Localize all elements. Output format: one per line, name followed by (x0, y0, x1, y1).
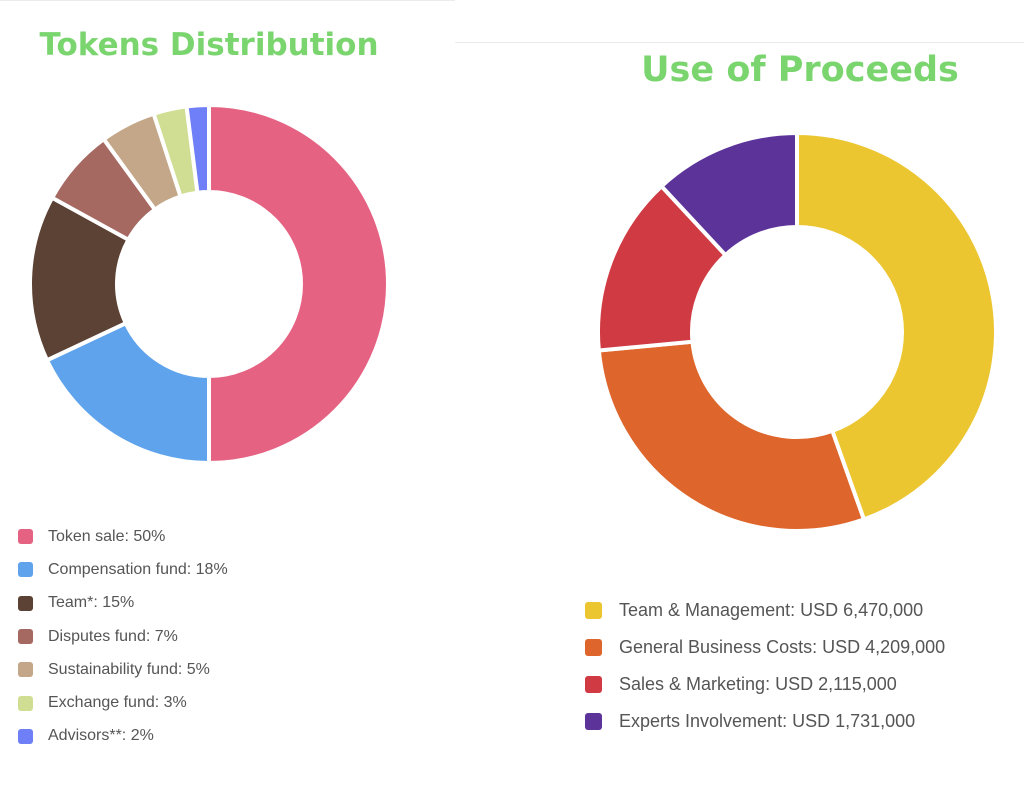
legend-label: Team*: 15% (48, 594, 135, 612)
legend-swatch (585, 676, 602, 693)
legend-label: Exchange fund: 3% (48, 694, 187, 712)
legend-swatch (585, 602, 602, 619)
tokens-distribution-panel: Tokens Distribution Token sale: 50% Comp… (0, 0, 455, 787)
legend-label: Compensation fund: 18% (48, 560, 228, 578)
slice-general-business-costs[interactable] (597, 339, 867, 532)
slice-compensation-fund[interactable] (44, 320, 211, 464)
legend-item-compensation-fund[interactable]: Compensation fund: 18% (18, 553, 228, 586)
legend-item-experts-involvement[interactable]: Experts Involvement: USD 1,731,000 (585, 703, 945, 740)
legend-swatch (18, 662, 33, 678)
legend-swatch (18, 562, 33, 578)
legend-swatch (18, 595, 33, 611)
tokens-distribution-title: Tokens Distribution (39, 27, 379, 63)
legend-swatch (18, 529, 33, 545)
legend-swatch (18, 629, 33, 645)
legend-item-general-business-costs[interactable]: General Business Costs: USD 4,209,000 (585, 629, 945, 666)
tokens-distribution-legend: Token sale: 50% Compensation fund: 18% T… (18, 520, 228, 753)
legend-swatch (585, 639, 602, 656)
legend-item-team-management[interactable]: Team & Management: USD 6,470,000 (585, 592, 945, 629)
legend-swatch (18, 728, 33, 744)
panel-divider (455, 42, 1024, 43)
slice-experts-involvement[interactable] (658, 132, 799, 258)
slice-team-management[interactable] (795, 132, 997, 522)
use-of-proceeds-donut (597, 132, 997, 532)
tokens-distribution-donut (29, 104, 389, 464)
slice-token-sale[interactable] (207, 104, 389, 464)
slice-team[interactable] (29, 195, 132, 363)
use-of-proceeds-title: Use of Proceeds (641, 50, 959, 90)
legend-swatch (585, 713, 602, 730)
legend-item-sales-marketing[interactable]: Sales & Marketing: USD 2,115,000 (585, 666, 945, 703)
legend-label: Team & Management: USD 6,470,000 (619, 600, 924, 620)
legend-label: Sales & Marketing: USD 2,115,000 (619, 674, 897, 694)
legend-swatch (18, 695, 33, 711)
legend-item-team[interactable]: Team*: 15% (18, 587, 228, 620)
legend-item-advisors[interactable]: Advisors**: 2% (18, 720, 228, 753)
legend-label: Disputes fund: 7% (48, 627, 178, 645)
legend-item-exchange-fund[interactable]: Exchange fund: 3% (18, 686, 228, 719)
legend-item-disputes-fund[interactable]: Disputes fund: 7% (18, 620, 228, 653)
use-of-proceeds-panel: Use of Proceeds Team & Management: USD 6… (455, 0, 1024, 786)
use-of-proceeds-legend: Team & Management: USD 6,470,000 General… (585, 592, 945, 740)
legend-label: Advisors**: 2% (48, 727, 154, 745)
slice-advisors[interactable] (184, 104, 211, 195)
legend-item-sustainability-fund[interactable]: Sustainability fund: 5% (18, 653, 228, 686)
legend-label: Sustainability fund: 5% (48, 660, 210, 678)
legend-label: General Business Costs: USD 4,209,000 (619, 637, 946, 657)
legend-item-token-sale[interactable]: Token sale: 50% (18, 520, 228, 553)
legend-label: Experts Involvement: USD 1,731,000 (619, 711, 916, 731)
legend-label: Token sale: 50% (48, 527, 166, 545)
